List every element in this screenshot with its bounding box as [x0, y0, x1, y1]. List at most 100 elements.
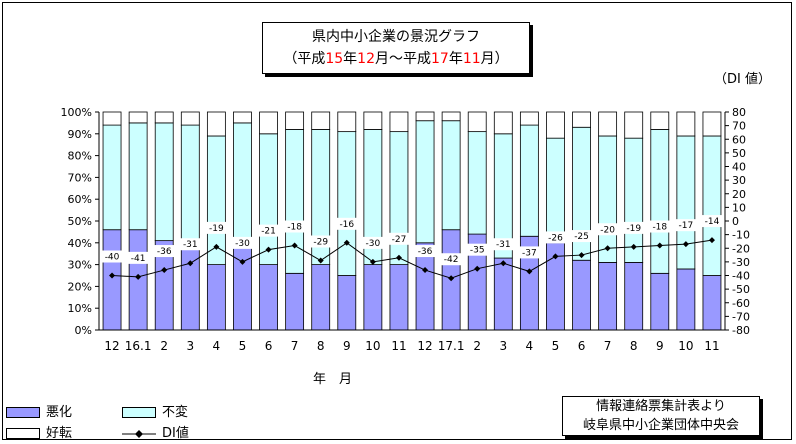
di-label-bg — [361, 236, 384, 249]
di-data-label: -20 — [600, 225, 615, 235]
x-axis-label: 年 月 — [313, 372, 353, 387]
di-point — [448, 275, 455, 282]
source-line-1: 情報連絡票集計表より — [596, 399, 726, 414]
bar-segment-good — [389, 111, 409, 133]
y-right-tick-label: -80 — [732, 324, 750, 337]
bar-segment-bad — [650, 272, 670, 331]
di-point — [682, 241, 689, 248]
y-right-tick-label: -60 — [732, 297, 750, 310]
di-point — [317, 257, 324, 264]
x-tick-label: 10 — [678, 339, 693, 353]
bar-segment-bad — [180, 242, 200, 331]
y-right-tick-label: -30 — [732, 256, 750, 269]
di-label-bg — [257, 224, 280, 237]
di-data-label: -26 — [548, 233, 563, 243]
di-label-bg — [127, 251, 150, 264]
di-data-label: -18 — [287, 223, 302, 233]
chart-frame — [2, 2, 792, 440]
di-label-bg — [440, 253, 463, 266]
di-point — [239, 258, 246, 265]
di-point — [161, 267, 168, 274]
di-point — [474, 265, 481, 272]
bar-segment-same — [285, 129, 305, 274]
bar-segment-bad — [624, 262, 644, 331]
bar-segment-bad — [259, 264, 278, 331]
di-point — [187, 260, 194, 267]
bar-segment-bad — [389, 264, 409, 331]
di-label-bg — [700, 215, 723, 228]
di-data-label: -29 — [313, 238, 328, 248]
bar-segment-good — [598, 111, 618, 137]
di-data-label: -36 — [157, 247, 172, 257]
y-left-tick-label: 10% — [68, 302, 92, 315]
di-point — [395, 254, 402, 261]
di-point — [708, 237, 715, 244]
di-label-bg — [492, 238, 515, 251]
bar-segment-good — [415, 111, 435, 122]
bar-segment-good — [311, 111, 331, 130]
bar-segment-bad — [285, 272, 305, 331]
bar-segment-bad — [598, 262, 618, 331]
x-tick-label: 3 — [499, 339, 507, 353]
bar-segment-bad — [363, 264, 383, 331]
bar-segment-same — [154, 122, 174, 242]
di-label-bg — [335, 217, 358, 230]
di-data-label: -18 — [652, 223, 667, 233]
y-right-tick-label: 70 — [732, 120, 746, 133]
bar-segment-good — [676, 111, 696, 137]
di-point — [526, 268, 533, 275]
x-tick-label: 4 — [526, 339, 534, 353]
y-right-tick-label: 30 — [732, 174, 746, 187]
di-point — [291, 242, 298, 249]
di-data-label: -19 — [626, 224, 641, 234]
bar-segment-good — [493, 111, 513, 135]
y-left-tick-label: 60% — [68, 193, 92, 206]
legend-label-good: 好転 — [46, 426, 73, 441]
di-series-line — [112, 239, 713, 279]
bar-segment-same — [102, 124, 122, 231]
x-tick-label: 12 — [417, 339, 432, 353]
di-label-bg — [596, 223, 619, 236]
legend-label-same: 不変 — [162, 405, 189, 420]
bar-segment-bad — [702, 275, 722, 331]
di-label-bg — [544, 231, 567, 244]
bar-segment-good — [337, 111, 357, 133]
y-left-tick-label: 0% — [75, 324, 92, 337]
x-tick-label: 10 — [365, 339, 380, 353]
bar-segment-good — [572, 111, 591, 128]
legend-swatch-bad — [6, 407, 40, 418]
legend-label-bad: 悪化 — [46, 405, 73, 420]
di-point — [552, 253, 559, 260]
y-right-tick-label: 50 — [732, 147, 746, 160]
x-tick-label: 4 — [213, 339, 221, 353]
bar-segment-bad — [493, 257, 513, 331]
bar-segment-same — [415, 120, 435, 244]
di-data-label: -21 — [261, 227, 276, 237]
bar-segment-bad — [572, 259, 591, 331]
di-point — [630, 243, 637, 250]
bar-segment-good — [259, 111, 278, 135]
x-tick-label: 9 — [656, 339, 664, 353]
di-label-bg — [570, 230, 593, 243]
y-left-tick-label: 20% — [68, 280, 92, 293]
y-left-tick-label: 30% — [68, 259, 92, 272]
di-label-bg — [414, 245, 437, 258]
bar-segment-good — [285, 111, 305, 130]
di-point — [422, 267, 429, 274]
di-label-bg — [648, 220, 671, 233]
x-tick-label: 7 — [604, 339, 612, 353]
di-data-label: -36 — [418, 247, 433, 257]
y-right-tick-label: 10 — [732, 201, 746, 214]
y-left-tick-label: 100% — [61, 106, 92, 119]
di-label-bg — [674, 219, 697, 232]
di-data-label: -31 — [496, 240, 511, 250]
y-left-tick-label: 70% — [68, 171, 92, 184]
di-point — [656, 242, 663, 249]
legend-item-good: 好転 — [6, 422, 72, 441]
bar-segment-same — [128, 122, 148, 231]
di-label-bg — [518, 246, 541, 259]
bar-segment-bad — [102, 229, 122, 331]
di-label-bg — [153, 245, 176, 258]
di-data-label: -16 — [339, 220, 354, 230]
